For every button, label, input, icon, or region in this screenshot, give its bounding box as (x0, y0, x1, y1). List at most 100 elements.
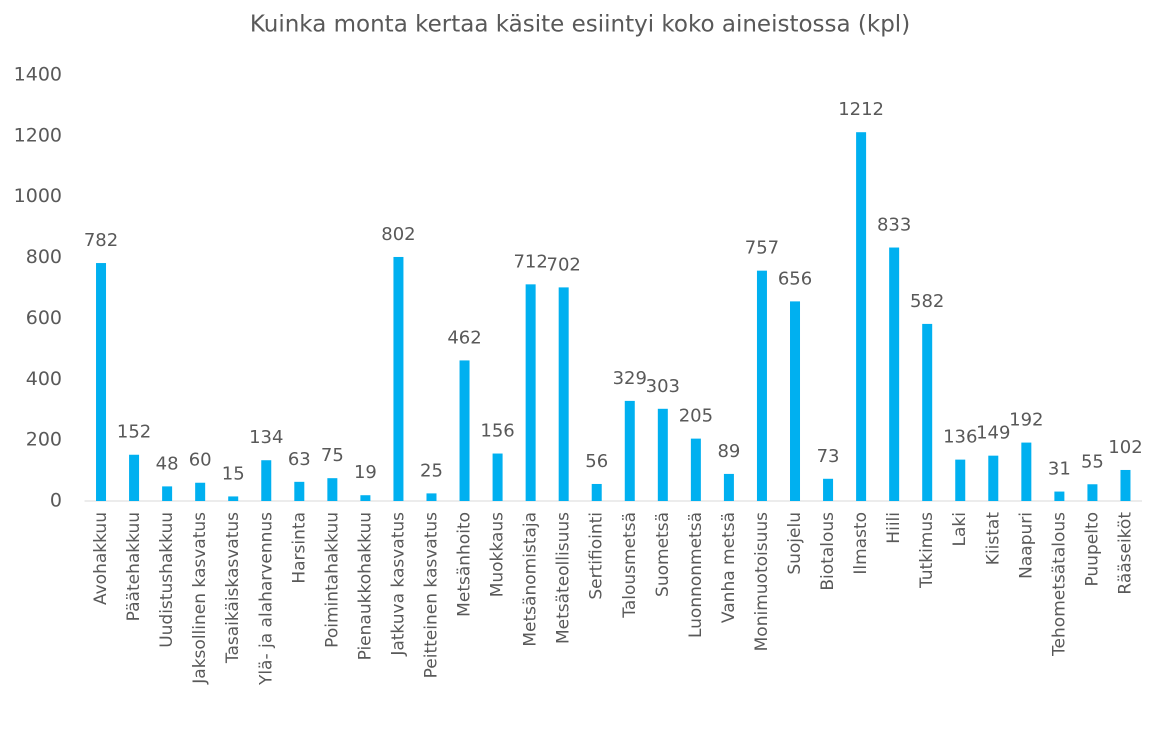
bar (558, 287, 569, 501)
x-tick-label: Vanha metsä (719, 512, 739, 623)
bar (790, 301, 801, 501)
data-label: 582 (910, 291, 944, 312)
bar (856, 132, 867, 501)
bar (228, 496, 239, 501)
data-label: 802 (381, 224, 415, 245)
x-tick-label: Puupelto (1082, 512, 1102, 587)
data-label: 15 (222, 463, 245, 484)
bar (294, 481, 305, 501)
data-label: 205 (679, 406, 713, 427)
x-tick-label: Kiistat (983, 512, 1003, 566)
x-tick-label: Harsinta (289, 512, 309, 584)
data-label: 782 (84, 230, 118, 251)
bar (360, 495, 371, 501)
x-tick-label: Jaksollinen kasvatus (190, 512, 210, 685)
bar (1054, 491, 1065, 501)
x-tick-label: Ilmasto (851, 512, 871, 575)
bar (129, 454, 140, 501)
y-tick-label: 0 (50, 490, 62, 512)
data-label: 757 (745, 238, 779, 259)
x-tick-label: Tehometsätalous (1049, 512, 1069, 657)
data-label: 192 (1009, 410, 1043, 431)
y-tick-label: 400 (26, 368, 62, 390)
data-label: 152 (117, 422, 151, 443)
y-tick-label: 1400 (14, 64, 62, 86)
x-tick-label: Metsänhoito (455, 512, 475, 617)
data-label: 462 (447, 327, 481, 348)
bar (756, 270, 767, 501)
x-tick-label: Laki (950, 512, 970, 546)
bar (889, 247, 900, 501)
y-tick-label: 200 (26, 429, 62, 451)
x-tick-label: Biotalous (818, 512, 838, 591)
data-label: 55 (1081, 451, 1104, 472)
x-tick-label: Pienaukkohakkuu (355, 512, 375, 660)
data-label: 149 (976, 423, 1010, 444)
data-label: 702 (547, 254, 581, 275)
bar (1021, 442, 1032, 501)
bar (723, 473, 734, 501)
data-label: 75 (321, 445, 344, 466)
data-label: 25 (420, 460, 443, 481)
x-tick-label: Metsänomistaja (521, 512, 541, 647)
x-tick-label: Tutkimus (917, 512, 937, 589)
bar (1087, 484, 1098, 501)
x-tick-label: Rääseiköt (1115, 512, 1135, 595)
x-tick-label: Päätehakkuu (124, 512, 144, 621)
x-tick-label: Avohakkuu (91, 512, 111, 605)
x-tick-label: Suometsä (653, 512, 673, 597)
bar (492, 453, 503, 501)
x-tick-label: Luonnonmetsä (686, 512, 706, 638)
x-tick-label: Talousmetsä (620, 512, 640, 619)
data-label: 63 (288, 449, 311, 470)
data-label: 48 (156, 453, 179, 474)
chart-title: Kuinka monta kertaa käsite esiintyi koko… (250, 12, 910, 38)
data-label: 19 (354, 462, 377, 483)
x-tick-label: Muokkaus (488, 512, 508, 597)
data-label: 102 (1108, 437, 1142, 458)
data-label: 833 (877, 215, 911, 236)
bar (525, 284, 536, 501)
bar (1120, 469, 1131, 501)
data-label: 656 (778, 268, 812, 289)
bar (96, 263, 107, 501)
bar (922, 323, 933, 501)
data-label: 56 (585, 451, 608, 472)
bar (393, 256, 404, 501)
bar (657, 408, 668, 501)
bar (988, 455, 999, 501)
data-label: 89 (717, 441, 740, 462)
x-tick-label: Metsäteollisuus (554, 512, 574, 644)
data-label: 303 (646, 376, 680, 397)
data-label: 60 (189, 450, 212, 471)
bar (823, 478, 834, 501)
x-tick-label: Tasaikäiskasvatus (223, 512, 243, 664)
y-tick-label: 1200 (14, 124, 62, 146)
x-tick-label: Sertifiointi (587, 512, 607, 600)
data-label: 156 (480, 421, 514, 442)
bar (261, 460, 272, 501)
x-tick-label: Jatkuva kasvatus (388, 512, 408, 657)
x-tick-label: Ylä- ja alaharvennus (256, 512, 276, 686)
x-tick-label: Peitteinen kasvatus (421, 512, 441, 678)
bar (162, 486, 173, 501)
data-label: 31 (1048, 459, 1071, 480)
bar (459, 360, 470, 501)
bar (955, 459, 966, 501)
data-label: 136 (943, 427, 977, 448)
x-tick-label: Monimuotoisuus (752, 512, 772, 651)
y-tick-label: 800 (26, 246, 62, 268)
x-tick-label: Poimintahakkuu (322, 512, 342, 648)
data-label: 134 (249, 427, 283, 448)
data-label: 712 (513, 251, 547, 272)
bar (624, 400, 635, 501)
data-label: 73 (817, 446, 840, 467)
bar (327, 478, 338, 501)
data-label: 329 (613, 368, 647, 389)
bar (591, 483, 602, 501)
bar (195, 482, 206, 501)
bar (426, 493, 437, 501)
y-tick-label: 600 (26, 307, 62, 329)
bar (690, 438, 701, 501)
